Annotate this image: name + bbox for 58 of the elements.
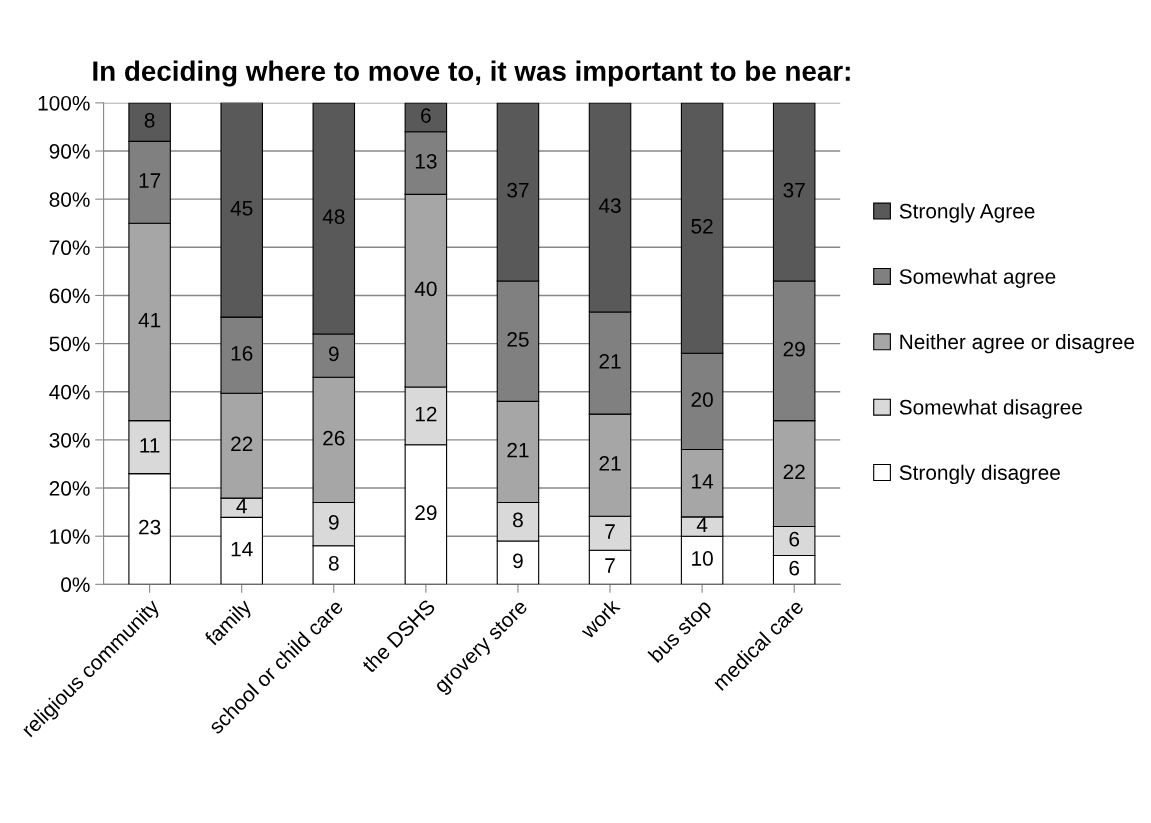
data-label: 20 — [691, 392, 713, 407]
data-label: 6 — [789, 560, 800, 576]
data-label: 8 — [144, 112, 155, 128]
y-tick-label: 60% — [49, 288, 90, 304]
data-label: 9 — [328, 346, 339, 362]
y-tick-label: 40% — [49, 384, 90, 400]
data-label: 40 — [414, 281, 437, 297]
data-label: 8 — [513, 512, 523, 528]
data-label: 4 — [236, 498, 247, 514]
data-label: 52 — [691, 218, 713, 234]
y-tick-label: 30% — [49, 432, 90, 448]
data-label: 13 — [415, 153, 437, 169]
data-label: 22 — [783, 464, 805, 479]
data-label: 41 — [138, 312, 161, 328]
x-tick-label: bus stop — [647, 598, 716, 666]
data-label: 10 — [692, 551, 713, 566]
legend-label: Strongly disagree — [899, 464, 1060, 485]
chart-title: In deciding where to move to, it was important to be near: — [93, 60, 850, 87]
data-label: 8 — [328, 555, 339, 571]
y-tick-label: 90% — [49, 144, 90, 159]
y-tick-label: 50% — [49, 336, 90, 352]
data-label: 26 — [323, 430, 345, 446]
data-label: 48 — [322, 209, 345, 225]
data-label: 6 — [421, 108, 431, 123]
y-tick-label: 10% — [50, 529, 90, 544]
y-tick-label: 0% — [61, 577, 90, 593]
data-label: 14 — [692, 474, 714, 489]
data-label: 22 — [231, 436, 253, 452]
data-label: 21 — [599, 353, 621, 369]
legend-label: Neither agree or disagree — [900, 333, 1135, 354]
data-label: 45 — [230, 201, 253, 216]
data-label: 37 — [783, 182, 805, 198]
data-label: 14 — [231, 541, 253, 557]
data-label: 9 — [513, 553, 523, 569]
data-label: 37 — [507, 182, 529, 198]
y-tick-label: 80% — [49, 192, 90, 207]
data-label: 6 — [789, 531, 800, 547]
data-label: 7 — [605, 558, 615, 573]
legend-label: Somewhat agree — [899, 268, 1056, 288]
data-label: 16 — [231, 346, 253, 361]
data-label: 4 — [696, 517, 708, 532]
data-label: 9 — [328, 514, 339, 530]
legend-label: Somewhat disagree — [899, 399, 1082, 419]
y-tick-label: 100% — [38, 95, 90, 111]
data-label: 17 — [139, 173, 161, 188]
data-label: 43 — [598, 198, 621, 214]
data-label: 12 — [415, 406, 437, 422]
y-tick-label: 20% — [49, 481, 90, 496]
data-label: 11 — [140, 438, 160, 453]
data-label: 29 — [783, 341, 805, 357]
data-label: 29 — [415, 505, 437, 521]
data-label: 21 — [599, 456, 621, 471]
data-label: 21 — [507, 442, 529, 458]
y-tick-label: 70% — [49, 240, 90, 256]
data-label: 7 — [605, 524, 615, 539]
data-label: 25 — [507, 332, 529, 347]
data-label: 23 — [139, 519, 161, 535]
legend-label: Strongly Agree — [899, 203, 1035, 223]
